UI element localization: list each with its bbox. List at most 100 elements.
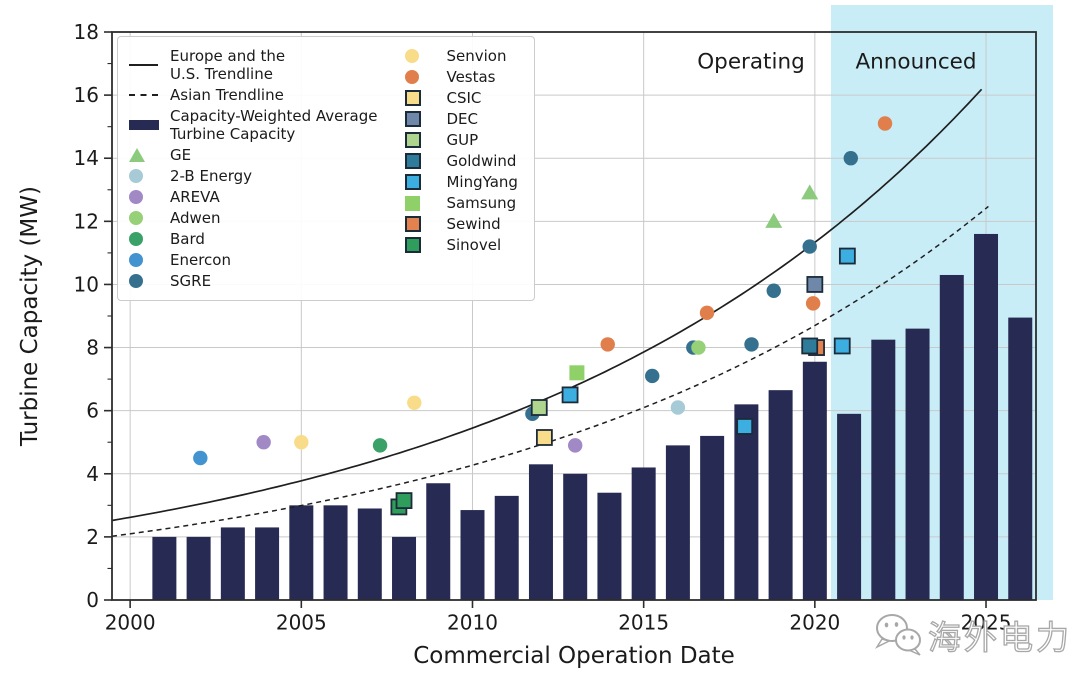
- legend-label: AREVA: [170, 188, 220, 206]
- x-tick-label: 2020: [789, 611, 840, 635]
- bar-marker-icon: [129, 120, 161, 130]
- bar-2012: [528, 464, 553, 600]
- square-marker-icon: [405, 90, 437, 106]
- dashed-trendline: [111, 205, 989, 538]
- legend-label: GE: [170, 146, 192, 164]
- point-Goldwind: [801, 337, 819, 355]
- legend-label: SGRE: [170, 272, 212, 290]
- point-AREVA: [567, 438, 583, 453]
- point-Enercon: [193, 450, 208, 466]
- legend-label: Adwen: [170, 209, 221, 227]
- triangle-marker-icon: [129, 148, 161, 162]
- line-marker-icon: [129, 64, 161, 66]
- legend-item: Samsung: [405, 194, 517, 212]
- legend-label: Bard: [170, 230, 205, 248]
- point-SGRE: [802, 239, 817, 254]
- square-marker-icon: [405, 111, 437, 127]
- operating-label: Operating: [697, 49, 805, 75]
- legend-item: SGRE: [129, 272, 377, 290]
- x-tick-label: 2025: [961, 611, 1012, 635]
- point-SGRE: [645, 368, 660, 384]
- point-AREVA: [256, 435, 271, 450]
- x-tick-label: 2005: [276, 611, 327, 635]
- legend-label: Goldwind: [446, 152, 517, 170]
- circle-marker-icon: [405, 49, 437, 63]
- point-Adwen: [691, 340, 706, 355]
- bar-2016: [665, 445, 690, 600]
- square-marker-icon: [405, 132, 437, 148]
- legend-item: AREVA: [129, 188, 377, 206]
- legend-column: Europe and the U.S. Trendline Asian Trend…: [129, 47, 377, 290]
- circle-marker-icon: [129, 253, 161, 267]
- wechat-icon: [874, 614, 921, 656]
- x-axis-title: Commercial Operation Date: [413, 643, 735, 669]
- bar-2021: [837, 413, 862, 600]
- legend-item: Adwen: [129, 209, 377, 227]
- legend-label: GUP: [446, 131, 479, 149]
- y-axis-title: Turbine Capacity (MW): [17, 186, 43, 446]
- y-tick-label: 18: [74, 20, 99, 44]
- y-tick-label: 4: [86, 462, 99, 486]
- bar-2013: [563, 473, 588, 600]
- point-Bard: [372, 438, 388, 453]
- point-GE: [765, 212, 783, 228]
- circle-marker-icon: [129, 169, 161, 183]
- point-Vestas: [600, 337, 615, 352]
- legend-item: Capacity-Weighted Average Turbine Capaci…: [129, 107, 377, 143]
- point-CSIC: [535, 429, 553, 446]
- point-Sinovel: [395, 492, 413, 510]
- circle-marker-icon: [129, 232, 161, 246]
- legend-label: Europe and the U.S. Trendline: [170, 47, 286, 83]
- y-tick-label: 8: [86, 336, 99, 360]
- bar-2026: [1008, 317, 1033, 600]
- legend-item: Senvion: [405, 47, 517, 65]
- legend-label: Senvion: [446, 47, 507, 65]
- watermark: 海外电力: [870, 610, 1072, 660]
- square-marker-icon: [405, 174, 437, 190]
- y-tick-label: 0: [86, 588, 99, 612]
- bar-2018: [734, 404, 759, 600]
- legend-item: Vestas: [405, 68, 517, 86]
- legend-label: Sewind: [446, 215, 501, 233]
- legend-item: CSIC: [405, 89, 517, 107]
- legend-item: Sinovel: [405, 236, 517, 254]
- point-DEC: [806, 276, 824, 293]
- legend-label: Vestas: [446, 68, 496, 86]
- bar-2014: [597, 492, 622, 600]
- y-tick-label: 14: [74, 146, 99, 170]
- legend-item: Europe and the U.S. Trendline: [129, 47, 377, 83]
- legend-label: Sinovel: [446, 236, 502, 254]
- point-SGRE: [843, 151, 858, 166]
- x-tick-label: 2000: [105, 611, 156, 635]
- legend-item: Asian Trendline: [129, 86, 377, 104]
- circle-marker-icon: [129, 190, 161, 204]
- point-Vestas: [877, 116, 893, 131]
- bar-2006: [323, 505, 348, 600]
- point-2-B Energy: [670, 400, 686, 415]
- bar-2015: [631, 467, 656, 600]
- bar-2004: [255, 527, 280, 600]
- point-Samsung: [569, 365, 585, 381]
- point-Vestas: [699, 305, 715, 321]
- bar-2008: [392, 536, 417, 600]
- legend: Europe and the U.S. Trendline Asian Trend…: [117, 36, 535, 301]
- bar-2023: [905, 328, 930, 600]
- bar-2005: [289, 505, 314, 600]
- point-GUP: [530, 399, 548, 416]
- point-Senvion: [407, 395, 422, 410]
- point-MingYang: [838, 247, 856, 265]
- legend-item: Enercon: [129, 251, 377, 269]
- bar-2002: [186, 536, 211, 600]
- legend-item: Sewind: [405, 215, 517, 233]
- point-MingYang: [561, 386, 579, 404]
- bar-2001: [152, 536, 177, 600]
- legend-item: GUP: [405, 131, 517, 149]
- bar-2025: [974, 233, 999, 600]
- circle-marker-icon: [405, 70, 437, 84]
- square-plain-marker-icon: [405, 195, 437, 211]
- legend-item: DEC: [405, 110, 517, 128]
- bar-2009: [426, 483, 451, 600]
- bar-2022: [871, 339, 896, 600]
- point-Senvion: [294, 435, 309, 450]
